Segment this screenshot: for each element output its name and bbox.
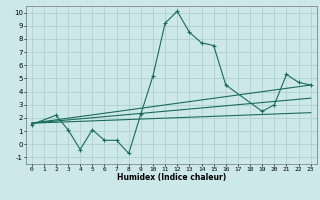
- X-axis label: Humidex (Indice chaleur): Humidex (Indice chaleur): [116, 173, 226, 182]
